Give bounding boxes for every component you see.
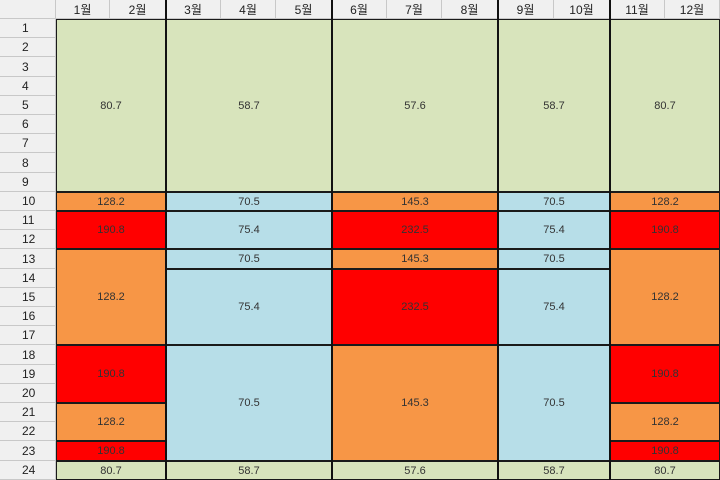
row-header[interactable]: 7 (0, 134, 56, 153)
merged-cell-r24e[interactable]: 80.7 (610, 461, 720, 480)
group-divider (331, 0, 333, 480)
merged-cell-r14b[interactable]: 75.4 (166, 269, 332, 345)
merged-cell-r23a[interactable]: 190.8 (56, 441, 166, 461)
merged-cell-r10a[interactable]: 128.2 (56, 192, 166, 211)
merged-cell-r13b[interactable]: 70.5 (166, 249, 332, 269)
merged-cell-r14c[interactable]: 232.5 (332, 269, 498, 345)
merged-cell-r18b[interactable]: 70.5 (166, 345, 332, 461)
column-header[interactable]: 5월 (276, 0, 332, 19)
column-header[interactable]: 6월 (332, 0, 387, 19)
select-all-corner[interactable] (0, 0, 56, 19)
row-header[interactable]: 12 (0, 230, 56, 249)
row-header[interactable]: 18 (0, 345, 56, 365)
merged-cell-g2[interactable]: 58.7 (166, 19, 332, 192)
row-header[interactable]: 14 (0, 269, 56, 288)
row-header[interactable]: 16 (0, 307, 56, 326)
merged-cell-g1[interactable]: 80.7 (56, 19, 166, 192)
column-header[interactable]: 1월 (56, 0, 110, 19)
group-divider (609, 0, 611, 480)
column-header[interactable]: 9월 (498, 0, 554, 19)
merged-cell-r11d[interactable]: 75.4 (498, 211, 610, 249)
column-header[interactable]: 11월 (610, 0, 665, 19)
merged-cell-r24d[interactable]: 58.7 (498, 461, 610, 480)
merged-cell-g4[interactable]: 58.7 (498, 19, 610, 192)
column-header[interactable]: 2월 (110, 0, 166, 19)
row-header[interactable]: 11 (0, 211, 56, 230)
column-header[interactable]: 10월 (554, 0, 610, 19)
merged-cell-r18d[interactable]: 70.5 (498, 345, 610, 461)
row-header[interactable]: 6 (0, 115, 56, 134)
row-header[interactable]: 15 (0, 288, 56, 307)
merged-cell-r11a[interactable]: 190.8 (56, 211, 166, 249)
merged-cell-r14d[interactable]: 75.4 (498, 269, 610, 345)
merged-cell-r11e[interactable]: 190.8 (610, 211, 720, 249)
merged-cell-r24a[interactable]: 80.7 (56, 461, 166, 480)
merged-cell-r13e[interactable]: 128.2 (610, 249, 720, 345)
group-divider (497, 0, 499, 480)
row-header[interactable]: 23 (0, 441, 56, 461)
merged-cell-r11c[interactable]: 232.5 (332, 211, 498, 249)
row-header[interactable]: 24 (0, 461, 56, 480)
merged-cell-r18e[interactable]: 190.8 (610, 345, 720, 403)
group-divider (165, 0, 167, 480)
row-header[interactable]: 19 (0, 365, 56, 384)
row-header[interactable]: 17 (0, 326, 56, 345)
row-header[interactable]: 2 (0, 38, 56, 57)
merged-cell-r10c[interactable]: 145.3 (332, 192, 498, 211)
merged-cell-r10d[interactable]: 70.5 (498, 192, 610, 211)
row-header[interactable]: 8 (0, 153, 56, 173)
row-header[interactable]: 3 (0, 57, 56, 77)
merged-cell-g3[interactable]: 57.6 (332, 19, 498, 192)
row-header[interactable]: 20 (0, 384, 56, 403)
merged-cell-r23e[interactable]: 190.8 (610, 441, 720, 461)
merged-cell-r11b[interactable]: 75.4 (166, 211, 332, 249)
column-header[interactable]: 4월 (221, 0, 276, 19)
column-header[interactable]: 7월 (387, 0, 442, 19)
merged-cell-r21e[interactable]: 128.2 (610, 403, 720, 441)
merged-cell-r10b[interactable]: 70.5 (166, 192, 332, 211)
row-header[interactable]: 22 (0, 422, 56, 441)
merged-cell-r18a[interactable]: 190.8 (56, 345, 166, 403)
merged-cell-r24c[interactable]: 57.6 (332, 461, 498, 480)
column-header[interactable]: 3월 (166, 0, 221, 19)
merged-cell-g5[interactable]: 80.7 (610, 19, 720, 192)
row-header[interactable]: 10 (0, 192, 56, 211)
row-header[interactable]: 5 (0, 96, 56, 115)
merged-cell-r13a[interactable]: 128.2 (56, 249, 166, 345)
column-header[interactable]: 8월 (442, 0, 498, 19)
row-header[interactable]: 13 (0, 249, 56, 269)
merged-cell-r13d[interactable]: 70.5 (498, 249, 610, 269)
column-header[interactable]: 12월 (665, 0, 720, 19)
merged-cell-r21a[interactable]: 128.2 (56, 403, 166, 441)
row-header[interactable]: 4 (0, 77, 56, 96)
merged-cell-r10e[interactable]: 128.2 (610, 192, 720, 211)
row-header[interactable]: 9 (0, 173, 56, 192)
merged-cell-r13c[interactable]: 145.3 (332, 249, 498, 269)
merged-cell-r24b[interactable]: 58.7 (166, 461, 332, 480)
merged-cell-r18c[interactable]: 145.3 (332, 345, 498, 461)
row-header[interactable]: 21 (0, 403, 56, 422)
row-header[interactable]: 1 (0, 19, 56, 38)
